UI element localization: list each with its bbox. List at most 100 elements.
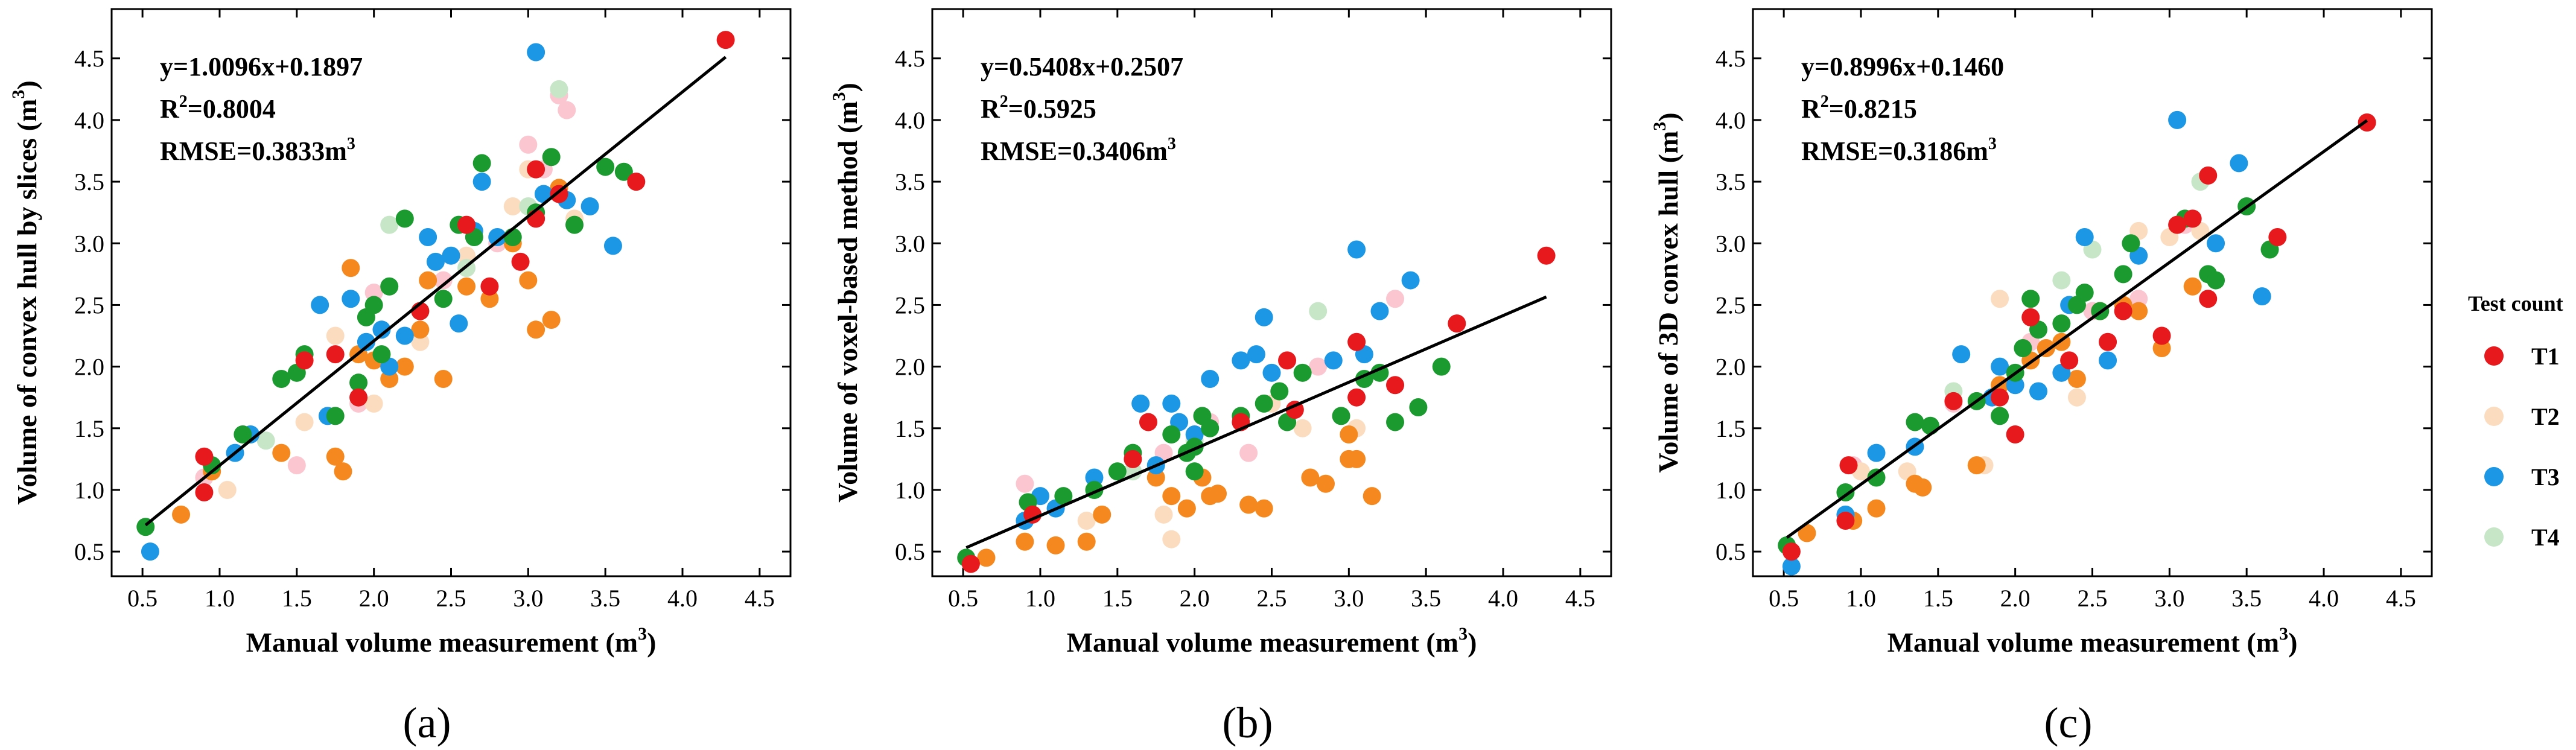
data-point	[457, 277, 476, 296]
data-point	[2230, 154, 2248, 173]
data-point	[195, 483, 214, 502]
data-point	[1262, 363, 1281, 382]
y-tick-label: 1.5	[1716, 415, 1746, 442]
data-point	[1255, 499, 1273, 518]
data-point	[1054, 487, 1073, 506]
data-point	[527, 160, 545, 179]
y-tick-label: 2.5	[74, 291, 104, 319]
x-tick-label: 2.5	[2078, 585, 2108, 612]
y-tick-label: 2.0	[74, 354, 104, 381]
data-point	[1255, 394, 1273, 413]
data-point	[1991, 290, 2009, 308]
r-squared-label: R	[1801, 94, 1821, 124]
data-point	[1301, 468, 1320, 487]
data-point	[1023, 505, 1042, 524]
data-point	[1836, 512, 1855, 530]
data-point	[272, 443, 291, 462]
y-axis-title-text: Volume of 3D convex hull (m	[1653, 131, 1684, 473]
x-axis-title-text: Manual volume measurement (m	[1067, 627, 1458, 658]
x-tick-label: 3.5	[2231, 585, 2262, 612]
data-point	[1386, 413, 1405, 431]
x-axis-title-text: Manual volume measurement (m	[246, 627, 638, 658]
y-axis-title: Volume of voxel-based method (m3)	[829, 83, 863, 503]
panel-label: (a)	[403, 699, 451, 747]
y-axis-title-exp: 3	[1650, 122, 1670, 131]
data-point	[2021, 308, 2040, 326]
data-point	[141, 542, 159, 561]
data-point	[1239, 495, 1258, 514]
rmse: RMSE=0.3406m3	[981, 135, 1176, 166]
data-point	[550, 80, 568, 98]
data-point	[2207, 271, 2225, 290]
data-point	[503, 228, 522, 247]
r-squared-exp: 2	[1000, 92, 1008, 111]
data-point	[434, 290, 453, 308]
data-point	[1162, 394, 1181, 413]
data-point	[1952, 345, 1971, 364]
data-point	[1293, 363, 1312, 382]
data-point	[2052, 314, 2071, 333]
y-tick-label: 4.0	[895, 107, 925, 134]
data-point	[1124, 450, 1142, 468]
y-tick-label: 0.5	[895, 538, 925, 565]
regression-equation: y=1.0096x+0.1897	[160, 52, 363, 81]
fit-line	[1786, 119, 2368, 539]
y-tick-label: 4.5	[895, 45, 925, 72]
x-axis-title-exp: 3	[1458, 624, 1468, 644]
legend-label: T4	[2531, 524, 2560, 551]
data-point	[2199, 166, 2218, 185]
x-axis-title-suffix: )	[1468, 627, 1477, 658]
legend-swatch	[2484, 346, 2504, 366]
data-point	[349, 388, 368, 407]
y-tick-label: 3.0	[1716, 230, 1746, 257]
x-tick-label: 1.5	[1923, 585, 1953, 612]
x-tick-label: 4.0	[2309, 585, 2339, 612]
data-point	[1108, 462, 1127, 481]
y-axis-title: Volume of convex hull by slices (m3)	[8, 80, 42, 504]
data-point	[1386, 290, 1405, 308]
x-tick-label: 2.5	[436, 585, 466, 612]
data-point	[1363, 487, 1381, 506]
data-point	[1347, 240, 1366, 259]
data-point	[1255, 308, 1273, 326]
r-squared-label: R	[160, 94, 180, 124]
rmse: RMSE=0.3186m3	[1801, 135, 1997, 166]
data-point	[218, 480, 237, 499]
legend-swatch	[2484, 407, 2504, 426]
data-point	[2114, 265, 2132, 284]
rmse-exp: 3	[1168, 135, 1176, 153]
panel-b: 0.5 1.0 1.5 2.0 2.5 3.0 3.5 4.0 4.5 0.5 1.0 1.5 2.0 2…	[829, 8, 1612, 747]
y-tick-label: 2.5	[1716, 291, 1746, 319]
x-axis-title-exp: 3	[2279, 624, 2288, 644]
data-point	[1239, 443, 1258, 462]
data-point	[295, 413, 314, 431]
data-point	[565, 215, 584, 234]
data-point	[349, 373, 368, 392]
data-point	[1401, 271, 1420, 290]
data-point	[1247, 345, 1265, 364]
rmse: RMSE=0.3833m3	[160, 135, 355, 166]
y-tick-label: 2.0	[895, 354, 925, 381]
rmse-label: RMSE=0.3833m	[160, 136, 347, 166]
r-squared-exp: 2	[1821, 92, 1829, 111]
data-point	[1046, 536, 1065, 555]
data-point	[527, 43, 545, 62]
data-point	[2168, 215, 2187, 234]
data-point	[1131, 394, 1150, 413]
data-point	[1921, 416, 1940, 435]
y-tick-label: 3.0	[895, 230, 925, 257]
data-point	[380, 277, 399, 296]
panel-c: 0.5 1.0 1.5 2.0 2.5 3.0 3.5 4.0 4.5 0.5 1.0 1.5 2.0 2…	[1650, 8, 2433, 747]
data-point	[2114, 302, 2132, 320]
data-point	[1967, 456, 1986, 475]
data-point	[1309, 302, 1328, 320]
data-point	[1867, 468, 1886, 487]
regression-equation: y=0.5408x+0.2507	[981, 52, 1183, 81]
data-point	[472, 173, 491, 191]
x-tick-label: 2.0	[1180, 585, 1210, 612]
data-point	[419, 228, 437, 247]
data-point	[1386, 376, 1405, 395]
data-point	[2014, 338, 2032, 357]
data-point	[1016, 474, 1034, 493]
